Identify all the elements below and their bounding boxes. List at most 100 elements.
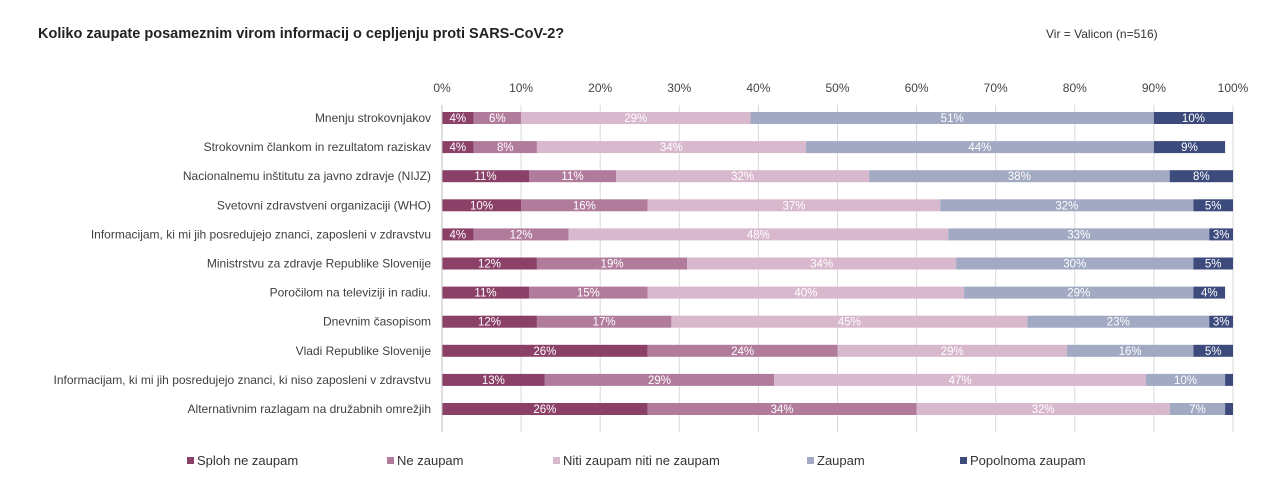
legend-item: Ne zaupam <box>387 453 463 468</box>
x-tick-label: 40% <box>746 81 770 95</box>
data-label: 32% <box>1032 404 1055 416</box>
category-label: Dnevnim časopisom <box>323 315 431 329</box>
data-label: 34% <box>660 142 683 154</box>
legend-label: Popolnoma zaupam <box>970 453 1086 468</box>
data-label: 4% <box>450 229 467 241</box>
data-label: 10% <box>1174 375 1197 387</box>
data-label: 19% <box>601 259 624 271</box>
data-label: 13% <box>482 375 505 387</box>
category-label: Nacionalnemu inštitutu za javno zdravje … <box>183 169 431 183</box>
bar-segment <box>568 228 949 241</box>
bar-segment <box>1145 373 1226 386</box>
x-tick-label: 0% <box>433 81 451 95</box>
bar-segment <box>956 257 1194 270</box>
bar-segment <box>1193 257 1233 270</box>
legend-swatch <box>187 457 194 464</box>
bar-segment <box>536 315 672 328</box>
bar-segment <box>442 228 474 241</box>
bar-segment <box>687 257 957 270</box>
bar-segment <box>837 344 1067 357</box>
category-label: Svetovni zdravstveni organizaciji (WHO) <box>217 198 431 212</box>
bar-segment <box>964 286 1194 299</box>
bar-segment <box>1066 344 1194 357</box>
bar-segment <box>442 403 648 415</box>
source-note: Vir = Valicon (n=516) <box>1046 27 1158 41</box>
bar-segment <box>442 286 530 299</box>
data-label: 40% <box>794 288 817 300</box>
legend-swatch <box>960 457 967 464</box>
data-label: 29% <box>1067 288 1090 300</box>
data-label: 7% <box>1189 404 1206 416</box>
category-label: Ministrstvu za zdravje Republike Sloveni… <box>207 257 431 271</box>
data-label: 4% <box>450 142 467 154</box>
bar-segment <box>1209 315 1233 328</box>
x-tick-label: 10% <box>509 81 533 95</box>
data-label: 4% <box>450 113 467 125</box>
data-label: 4% <box>1201 288 1218 300</box>
legend-item: Popolnoma zaupam <box>960 453 1086 468</box>
bar-segment <box>1225 373 1233 386</box>
category-label: Mnenju strokovnjakov <box>315 111 431 125</box>
data-label: 48% <box>747 229 770 241</box>
x-tick-label: 90% <box>1142 81 1166 95</box>
bar-segment <box>805 141 1154 154</box>
category-label: Alternativnim razlagam na družabnih omre… <box>188 402 431 416</box>
bar-segment <box>1027 315 1210 328</box>
bar-segment <box>750 112 1154 124</box>
data-label: 45% <box>838 317 861 329</box>
data-label: 11% <box>561 171 583 183</box>
data-label: 29% <box>648 375 671 387</box>
category-label: Informacijam, ki mi jih posredujejo znan… <box>54 373 432 387</box>
bar-segment <box>940 199 1194 212</box>
legend-item: Sploh ne zaupam <box>187 453 298 468</box>
category-label: Strokovnim člankom in rezultatom raziska… <box>204 140 431 154</box>
bar-segment <box>647 286 965 299</box>
data-label: 37% <box>782 200 805 212</box>
x-tick-label: 50% <box>825 81 849 95</box>
bar-segment <box>869 170 1170 183</box>
x-tick-label: 30% <box>667 81 691 95</box>
data-label: 47% <box>949 375 972 387</box>
legend-swatch <box>387 457 394 464</box>
bar-segment <box>774 373 1146 386</box>
data-label: 3% <box>1213 317 1230 329</box>
legend-swatch <box>807 457 814 464</box>
data-label: 11% <box>474 288 496 300</box>
data-label: 11% <box>474 171 496 183</box>
data-label: 26% <box>533 404 556 416</box>
x-tick-label: 60% <box>905 81 929 95</box>
bar-segment <box>529 170 617 183</box>
data-label: 3% <box>1213 229 1230 241</box>
category-label: Poročilom na televiziji in radiu. <box>270 286 431 300</box>
data-label: 6% <box>489 113 506 125</box>
data-label: 16% <box>573 200 596 212</box>
data-label: 16% <box>1119 346 1142 358</box>
data-label: 12% <box>478 259 501 271</box>
bar-segment <box>442 170 530 183</box>
bar-segment <box>916 403 1170 415</box>
bar-segment <box>1193 199 1233 212</box>
data-label: 26% <box>533 346 556 358</box>
bar-segment <box>521 112 751 124</box>
data-label: 24% <box>731 346 754 358</box>
x-tick-label: 70% <box>984 81 1008 95</box>
x-tick-label: 100% <box>1218 81 1249 95</box>
data-label: 12% <box>510 229 533 241</box>
x-tick-label: 80% <box>1063 81 1087 95</box>
bar-segment <box>616 170 870 183</box>
data-label: 10% <box>470 200 493 212</box>
bar-segment <box>442 257 537 270</box>
data-label: 9% <box>1181 142 1198 154</box>
bar-segment <box>529 286 648 299</box>
x-tick-label: 20% <box>588 81 612 95</box>
legend-swatch <box>553 457 560 464</box>
legend-label: Zaupam <box>817 453 865 468</box>
bar-segment <box>647 344 838 357</box>
bar-segment <box>647 403 917 415</box>
data-label: 5% <box>1205 346 1222 358</box>
bar-segment <box>1193 286 1226 299</box>
data-label: 30% <box>1063 259 1086 271</box>
bar-segment <box>473 112 522 124</box>
category-label: Vladi Republike Slovenije <box>296 344 432 358</box>
legend-item: Niti zaupam niti ne zaupam <box>553 453 720 468</box>
